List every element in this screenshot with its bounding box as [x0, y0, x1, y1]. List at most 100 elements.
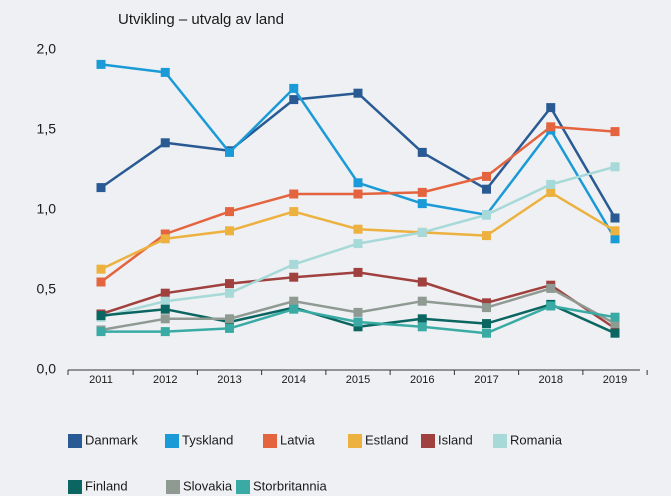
- legend-swatch: [166, 480, 180, 494]
- data-point: [289, 189, 299, 199]
- data-point: [289, 272, 299, 282]
- y-tick-label: 2,0: [37, 41, 57, 57]
- data-point: [225, 279, 234, 289]
- x-tick-label: 2015: [346, 374, 370, 386]
- data-point: [417, 314, 427, 324]
- data-point: [160, 67, 170, 77]
- data-point: [160, 138, 170, 148]
- legend-item: Island: [421, 432, 473, 448]
- legend-label: Storbritannia: [253, 478, 327, 493]
- legend-swatch: [348, 434, 362, 448]
- data-point: [96, 327, 106, 337]
- x-tick-label: 2017: [474, 374, 498, 386]
- data-point: [225, 314, 234, 324]
- chart-title: Utvikling – utvalg av land: [118, 11, 284, 28]
- data-point: [546, 122, 556, 132]
- data-point: [610, 162, 620, 172]
- data-point: [225, 147, 234, 157]
- series-line: [100, 91, 617, 219]
- x-tick-label: 2016: [410, 374, 434, 386]
- legend-label: Latvia: [280, 432, 315, 447]
- legend-swatch: [68, 480, 82, 494]
- data-point: [353, 239, 363, 249]
- data-point: [546, 283, 556, 293]
- data-point: [225, 207, 234, 217]
- legend-label: Estland: [365, 432, 408, 447]
- y-tick-label: 1,5: [37, 121, 57, 137]
- data-point: [610, 127, 620, 137]
- data-point: [546, 187, 556, 197]
- legend-swatch: [263, 434, 277, 448]
- data-point: [353, 307, 363, 317]
- legend-swatch: [236, 480, 250, 494]
- data-point: [482, 328, 491, 338]
- data-point: [610, 312, 620, 322]
- x-tick-label: 2012: [153, 374, 177, 386]
- data-point: [417, 227, 427, 237]
- data-point: [482, 171, 491, 181]
- data-point: [96, 59, 106, 69]
- x-tick-label: 2013: [217, 374, 241, 386]
- legend-label: Romania: [510, 432, 563, 447]
- data-point: [160, 234, 170, 244]
- data-point: [160, 327, 170, 337]
- series-line: [100, 125, 616, 284]
- data-point: [353, 88, 363, 98]
- data-point: [96, 183, 106, 193]
- data-point: [353, 317, 363, 327]
- data-point: [546, 301, 556, 311]
- legend-item: Finland: [68, 478, 128, 494]
- data-point: [289, 83, 299, 93]
- x-tick-label: 2014: [282, 374, 306, 386]
- data-point: [353, 267, 363, 277]
- legend-item: Slovakia: [166, 478, 233, 494]
- legend-swatch: [165, 434, 179, 448]
- legend-swatch: [493, 434, 507, 448]
- data-point: [289, 207, 299, 217]
- data-point: [160, 229, 170, 239]
- x-tick-label: 2019: [603, 374, 627, 386]
- data-point: [417, 277, 427, 287]
- legend-label: Danmark: [85, 432, 138, 447]
- data-point: [160, 296, 170, 306]
- legend-swatch: [68, 434, 82, 448]
- data-point: [610, 319, 620, 329]
- data-point: [160, 304, 170, 314]
- data-point: [289, 95, 299, 105]
- data-point: [546, 179, 556, 189]
- x-tick-label: 2011: [89, 374, 113, 386]
- legend-label: Tyskland: [182, 432, 233, 447]
- legend-label: Island: [438, 432, 473, 447]
- data-point: [289, 304, 299, 314]
- data-point: [160, 314, 170, 324]
- data-point: [482, 319, 491, 329]
- legend-label: Slovakia: [183, 478, 233, 493]
- data-point: [417, 296, 427, 306]
- data-point: [353, 189, 363, 199]
- data-point: [353, 178, 363, 188]
- data-point: [417, 187, 427, 197]
- data-point: [610, 213, 620, 223]
- legend-item: Danmark: [68, 432, 138, 448]
- data-point: [225, 226, 234, 236]
- data-point: [482, 210, 491, 220]
- data-point: [610, 328, 620, 338]
- data-point: [610, 226, 620, 236]
- data-point: [160, 288, 170, 298]
- data-point: [417, 322, 427, 332]
- legend-swatch: [421, 434, 435, 448]
- data-point: [353, 224, 363, 234]
- legend-item: Romania: [493, 432, 563, 448]
- y-tick-label: 1,0: [37, 201, 57, 217]
- legend-item: Storbritannia: [236, 478, 327, 494]
- legend-item: Latvia: [263, 432, 315, 448]
- data-point: [225, 323, 234, 333]
- x-tick-label: 2018: [539, 374, 563, 386]
- data-point: [289, 296, 299, 306]
- legend-item: Tyskland: [165, 432, 233, 448]
- data-point: [610, 323, 620, 333]
- legend-item: Estland: [348, 432, 408, 448]
- data-point: [96, 311, 106, 321]
